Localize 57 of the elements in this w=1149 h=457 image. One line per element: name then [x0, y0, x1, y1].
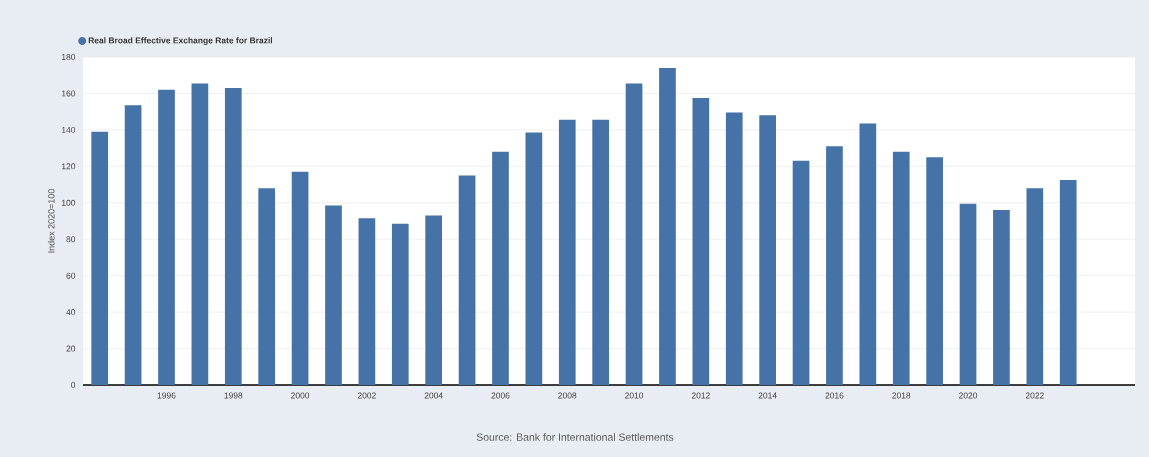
- bar: [425, 215, 443, 385]
- source-note: Source: Bank for International Settlements: [476, 433, 674, 441]
- legend-label: Real Broad Effective Exchange Rate for Brazil: [88, 37, 273, 46]
- y-tick-label: 60: [66, 272, 76, 279]
- bar: [458, 175, 476, 385]
- bar: [826, 146, 843, 385]
- x-tick-label: 2006: [491, 392, 510, 399]
- x-tick-label: 1996: [157, 392, 176, 399]
- y-tick-label: 160: [61, 90, 76, 97]
- x-tick-label: 2000: [291, 392, 310, 399]
- bar: [358, 218, 376, 385]
- bar: [725, 112, 743, 385]
- bar: [692, 98, 710, 385]
- y-tick-label: 0: [71, 382, 76, 388]
- x-tick-label: 2014: [758, 392, 777, 399]
- bar: [759, 115, 776, 385]
- bar: [959, 203, 977, 385]
- bar: [625, 83, 643, 385]
- x-tick-label: 2018: [892, 392, 911, 399]
- bar: [1026, 188, 1044, 385]
- bar: [859, 123, 877, 385]
- bar: [124, 105, 142, 385]
- bar: [792, 160, 810, 385]
- bar: [525, 132, 543, 385]
- x-tick-label: 2022: [1025, 392, 1044, 399]
- y-tick-label: 80: [66, 236, 76, 243]
- bar: [1059, 180, 1077, 385]
- bar: [926, 157, 943, 385]
- x-tick-label: 2010: [625, 392, 644, 399]
- bar: [325, 205, 342, 385]
- y-tick-label: 140: [61, 126, 76, 133]
- y-tick-label: 180: [61, 54, 76, 60]
- bar: [659, 67, 676, 385]
- y-tick-label: 100: [61, 199, 76, 206]
- bar: [224, 87, 242, 385]
- x-tick-label: 2012: [691, 392, 710, 399]
- x-tick-label: 2020: [959, 392, 978, 399]
- bar: [158, 89, 175, 385]
- bar: [391, 223, 409, 385]
- y-tick-label: 20: [66, 345, 76, 352]
- bar: [558, 119, 576, 385]
- bar: [191, 83, 209, 385]
- bar: [993, 210, 1010, 385]
- bar: [258, 188, 276, 385]
- y-tick-label: 40: [66, 309, 76, 316]
- bar: [291, 171, 309, 385]
- x-tick-label: 2008: [558, 392, 577, 399]
- x-tick-label: 2016: [825, 392, 844, 399]
- bar: [592, 119, 609, 385]
- x-tick-label: 2002: [357, 392, 376, 399]
- bar: [91, 131, 109, 385]
- bar: [492, 151, 509, 385]
- y-axis-title: Index 2020=100: [47, 189, 55, 253]
- bar: [892, 151, 910, 385]
- x-tick-label: 2004: [424, 392, 443, 399]
- y-tick-label: 120: [61, 163, 76, 170]
- x-tick-label: 1998: [224, 392, 243, 399]
